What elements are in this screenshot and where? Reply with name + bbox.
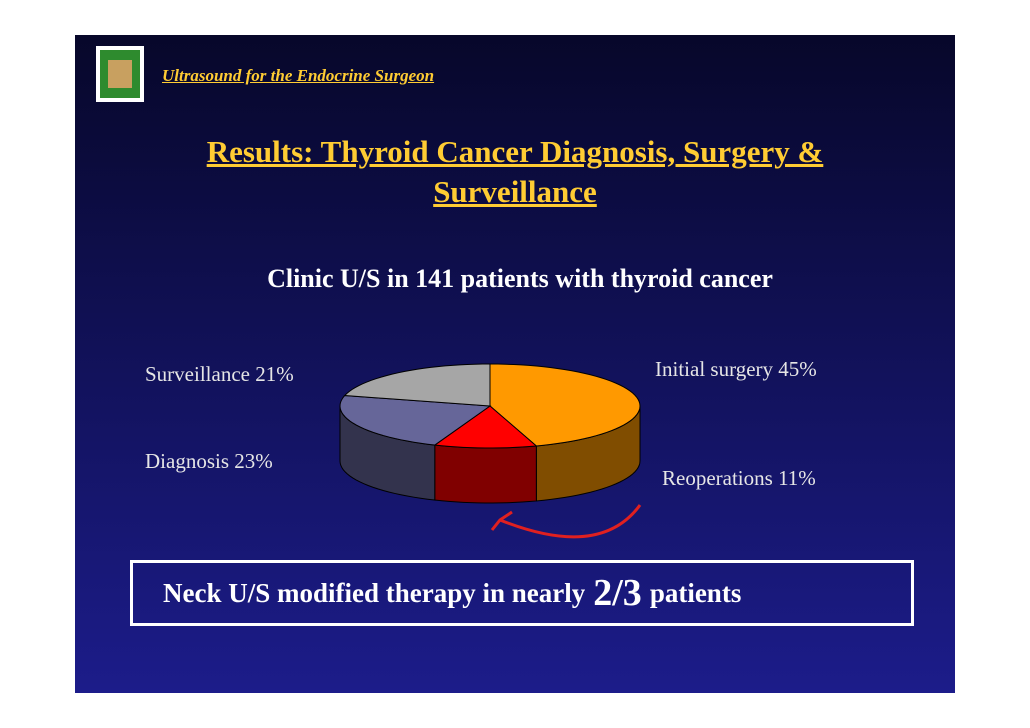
slice-label: Reoperations 11% — [662, 466, 816, 490]
slice-category: Surveillance — [145, 362, 250, 386]
callout-text: Neck U/S modified therapy in nearly — [163, 577, 586, 608]
slice-value-label: 23% — [234, 449, 273, 473]
callout-text: patients — [649, 577, 742, 608]
slice-category: Reoperations — [662, 466, 773, 490]
header-title: Ultrasound for the Endocrine Surgeon — [162, 66, 435, 85]
arrow-head — [490, 510, 513, 531]
chart-subtitle: Clinic U/S in 141 patients with thyroid … — [267, 264, 773, 293]
slice-category: Initial surgery — [655, 357, 774, 381]
pie-slice — [343, 363, 491, 407]
chart-title: Results: Thyroid Cancer Diagnosis, Surge… — [206, 134, 824, 209]
logo — [96, 46, 144, 102]
pie-slice — [489, 363, 641, 447]
slice-value-label: 45% — [778, 357, 817, 381]
slice-value-label: 21% — [255, 362, 294, 386]
slice-label: Diagnosis 23% — [145, 449, 273, 473]
callout-box: Neck U/S modified therapy in nearly 2/3 … — [130, 560, 914, 626]
pie-slice — [433, 405, 538, 449]
slide — [75, 35, 955, 693]
pie-slice — [339, 395, 492, 446]
arrow — [499, 504, 642, 539]
slice-value-label: 11% — [778, 466, 816, 490]
slice-label: Initial surgery 45% — [655, 357, 817, 381]
slice-label: Surveillance 21% — [145, 362, 294, 386]
slice-category: Diagnosis — [145, 449, 229, 473]
pie-side — [434, 444, 537, 504]
callout-emphasis: 2/3 — [593, 572, 642, 614]
